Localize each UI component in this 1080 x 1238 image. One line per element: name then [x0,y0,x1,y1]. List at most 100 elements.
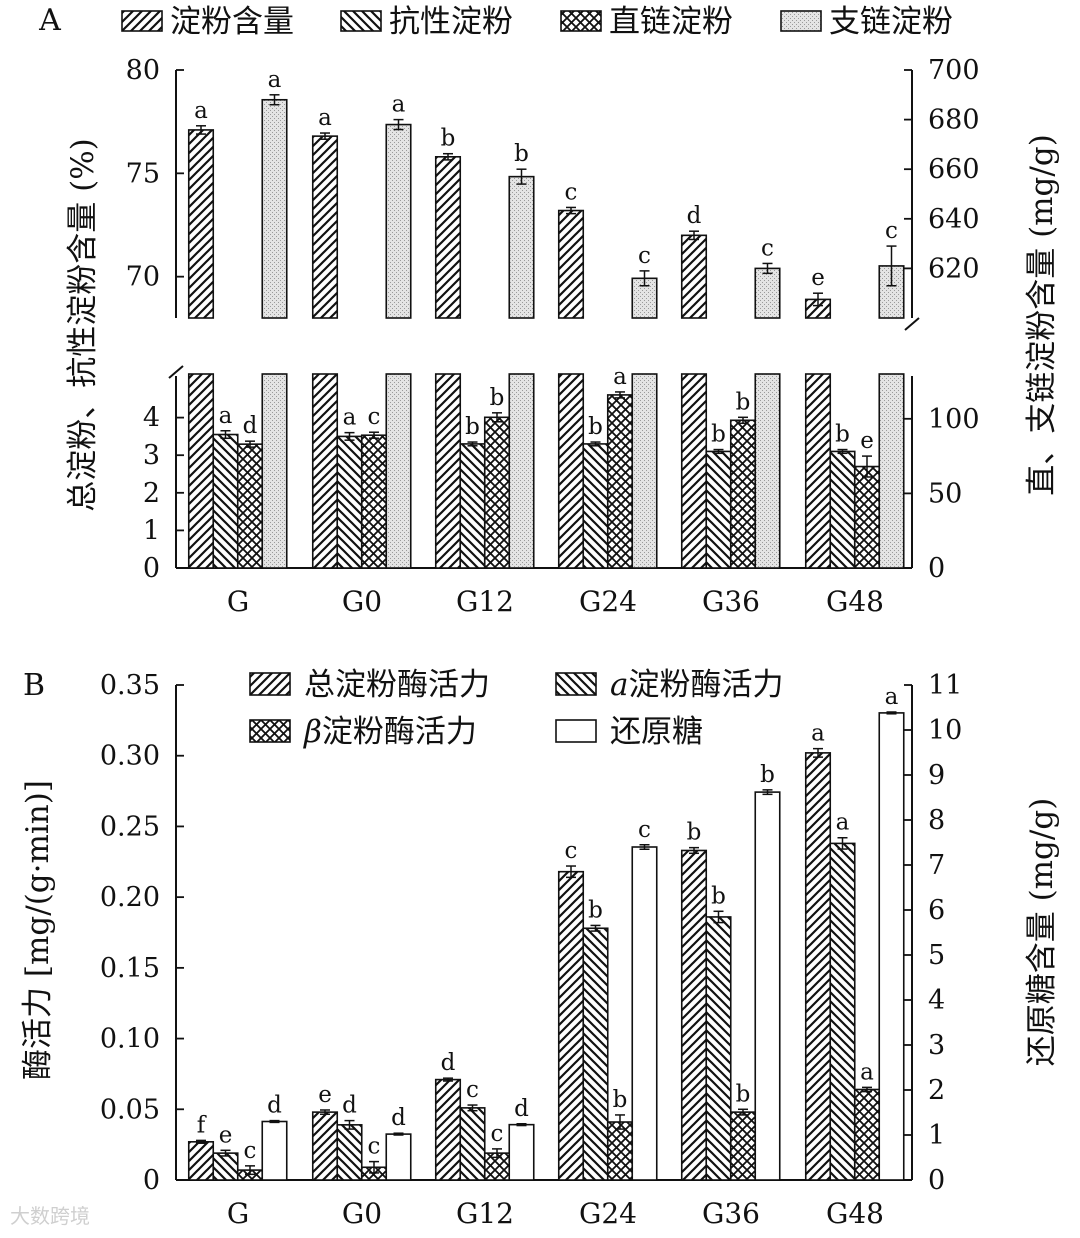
b-letter-0-2: c [244,1138,257,1164]
a-right-upper-tick-label-3: 680 [928,105,980,136]
b-left-tick-label-6: 0.30 [100,741,160,772]
a-letter-5-3: c [885,218,898,244]
b-x-tick-label-5: G48 [826,1197,884,1230]
b-letter-0-1: e [219,1122,233,1148]
a-letter-3-2: a [613,364,627,390]
a-right-lower-tick-label-1: 50 [928,478,962,509]
a-x-tick-label-5: G48 [826,585,884,618]
a-letter-4-0: d [687,203,702,229]
a-bar-4-3-lower [754,373,781,569]
b-x-tick-label-0: G [227,1197,249,1230]
a-legend-swatch-1 [340,10,382,32]
b-ylabel-right: 还原糖含量 (mg/g) [1024,798,1060,1067]
b-letter-3-0: c [565,838,578,864]
a-letter-4-2: b [736,389,751,415]
b-bar-1-3 [385,1133,412,1181]
a-bar-2-2 [483,416,511,569]
b-x-tick-label-1: G0 [342,1197,382,1230]
b-legend-label-1: a淀粉酶活力 [610,667,783,703]
a-bar-4-3 [754,267,781,319]
a-bar-2-1 [459,443,486,569]
a-left-upper-tick-label-2: 80 [126,55,160,86]
b-legend-label-3: 还原糖 [610,714,703,750]
b-letter-1-1: d [342,1093,357,1119]
a-bar-5-2 [853,465,881,569]
b-bar-3-0 [557,870,585,1181]
b-letter-3-3: c [638,817,651,843]
a-panel-label: A [38,3,61,38]
b-bar-5-3 [878,712,905,1181]
b-bar-0-3 [261,1120,288,1181]
a-x-tick-label-3: G24 [579,585,637,618]
a-right-lower-tick-label-0: 0 [928,553,945,584]
b-bar-5-0 [804,752,832,1181]
b-left-tick-label-2: 0.10 [100,1024,160,1055]
b-right-tick-label-9: 9 [928,760,945,791]
b-letter-4-2: b [736,1081,751,1107]
a-letter-0-2: d [243,413,258,439]
a-letter-5-1: b [835,422,850,448]
b-letter-0-3: d [267,1093,282,1119]
b-bar-3-2 [606,1121,634,1181]
b-ylabel-left: 酶活力 [mg/(g·min)] [20,780,56,1080]
b-right-tick-label-8: 8 [928,805,945,836]
b-letter-2-2: c [491,1121,504,1147]
a-letter-2-3: b [514,141,529,167]
b-right-tick-label-3: 3 [928,1030,945,1061]
b-right-tick-label-1: 1 [928,1120,945,1151]
b-bar-4-0 [680,849,708,1181]
b-bar-3-1 [582,927,609,1181]
a-bar-5-3-lower [878,373,905,569]
a-legend-swatch-3 [780,10,822,32]
a-bar-3-3-lower [631,373,658,569]
b-bar-4-1 [705,916,732,1181]
b-legend-swatch-3 [555,719,597,743]
a-letter-5-2: e [860,428,874,454]
a-x-tick-label-4: G36 [702,585,760,618]
a-bar-0-1 [212,433,239,569]
b-letter-0-0: f [197,1112,207,1138]
b-letter-4-3: b [760,762,775,788]
a-letter-3-0: c [565,179,578,205]
a-bar-3-1 [582,443,609,569]
a-bar-1-1 [336,435,363,569]
a-x-tick-label-2: G12 [456,585,514,618]
b-letter-4-0: b [687,820,702,846]
b-left-tick-label-0: 0 [143,1165,160,1196]
a-letter-5-0: e [811,265,825,291]
a-legend-label-2: 直链淀粉 [609,4,733,40]
a-bar-3-2 [606,394,634,569]
b-left-tick-label-5: 0.25 [100,811,160,842]
a-bar-4-2 [729,419,757,569]
b-letter-1-3: d [391,1105,406,1131]
b-right-tick-label-4: 4 [928,985,945,1016]
a-right-upper-tick-label-4: 700 [928,55,980,86]
b-right-tick-label-11: 11 [928,670,962,701]
b-legend-swatch-0 [249,672,291,696]
b-letter-1-0: e [318,1082,332,1108]
a-bar-5-1 [829,450,856,569]
a-letter-3-3: c [638,243,651,269]
b-bar-4-2 [729,1111,757,1181]
b-right-tick-label-2: 2 [928,1075,945,1106]
a-left-lower-tick-label-0: 0 [143,553,160,584]
b-letter-5-3: a [885,684,899,710]
b-right-tick-label-6: 6 [928,895,945,926]
b-right-tick-label-7: 7 [928,850,945,881]
b-bar-2-3 [508,1123,535,1181]
a-letter-1-0: a [318,105,332,131]
panel-b: 0 0.05 0.10 0.15 0.20 0.25 0.30 0.35 0 1 2 3 4 5 6 7 8 9 1… [20,667,1060,1230]
a-bar-4-0-lower [680,373,708,569]
b-letter-5-2: a [860,1059,874,1085]
b-x-tick-label-4: G36 [702,1197,760,1230]
a-bar-1-0-lower [311,373,339,569]
b-legend-swatch-2 [249,719,291,743]
a-left-lower-tick-label-2: 2 [143,478,160,509]
b-bar-1-0 [311,1111,339,1181]
a-bar-3-0 [557,209,585,319]
a-bar-0-0-lower [187,373,215,569]
b-left-tick-label-7: 0.35 [100,670,160,701]
a-left-upper-tick-label-1: 75 [126,158,160,189]
b-bar-0-0 [187,1141,215,1181]
